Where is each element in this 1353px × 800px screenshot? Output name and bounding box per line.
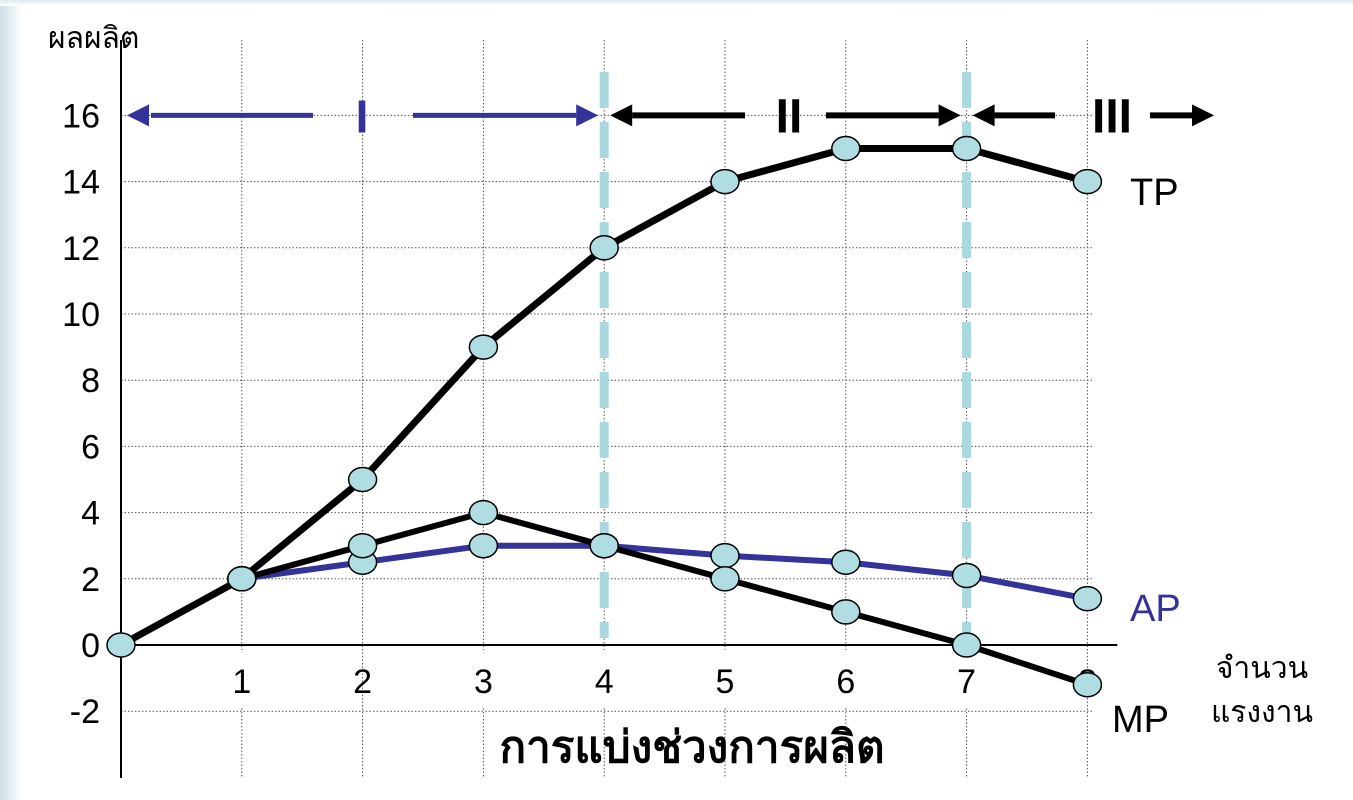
stage-arrow-head bbox=[1192, 104, 1214, 127]
data-point-ap bbox=[710, 542, 740, 569]
y-tick-label: 16 bbox=[62, 97, 100, 135]
x-tick-label: 5 bbox=[716, 663, 735, 701]
data-point-ap bbox=[831, 549, 861, 575]
stage-label: II bbox=[776, 90, 803, 143]
x-tick-label: 6 bbox=[836, 663, 855, 701]
data-point-mp bbox=[468, 499, 499, 526]
y-tick-label: 14 bbox=[62, 164, 100, 202]
y-tick-label: 8 bbox=[81, 362, 100, 400]
x-axis-label-line2: แรงงาน bbox=[1211, 695, 1313, 730]
series-label: AP bbox=[1130, 588, 1181, 630]
y-tick-label: 2 bbox=[81, 561, 100, 599]
x-tick-backing bbox=[124, 650, 359, 708]
y-axis-label: ผลผลิต bbox=[48, 21, 139, 56]
x-tick-backing bbox=[376, 650, 1004, 708]
data-point-tp bbox=[710, 168, 740, 195]
stage-arrow-head bbox=[938, 104, 961, 127]
y-tick-label: 12 bbox=[62, 230, 100, 268]
data-point-mp bbox=[831, 599, 861, 625]
x-tick-label: 7 bbox=[957, 663, 976, 701]
slide-top-strip bbox=[0, 0, 1353, 6]
series-label: TP bbox=[1130, 172, 1179, 214]
stage-arrow-head bbox=[972, 104, 995, 127]
data-point-mp bbox=[1072, 671, 1103, 698]
data-point-ap bbox=[951, 562, 982, 589]
x-tick-label: 4 bbox=[595, 663, 614, 701]
y-tick-label: 4 bbox=[81, 495, 100, 533]
data-point-ap bbox=[1072, 585, 1103, 612]
series-line-mp bbox=[241, 509, 1089, 688]
data-point-mp bbox=[227, 566, 257, 592]
stage-label: I bbox=[356, 90, 369, 142]
x-tick-label: 1 bbox=[232, 663, 251, 701]
chart-title: การแบ่งช่วงการผลิต bbox=[499, 722, 884, 773]
series-label: MP bbox=[1112, 699, 1169, 741]
stage-arrow-head bbox=[127, 104, 149, 127]
stage-arrow-head bbox=[576, 104, 599, 127]
data-point-mp bbox=[589, 532, 619, 559]
series-line-ap bbox=[241, 542, 1088, 602]
data-point-ap bbox=[468, 532, 499, 559]
data-point-tp bbox=[347, 466, 378, 493]
data-point-tp bbox=[106, 632, 136, 658]
data-point-tp bbox=[589, 235, 619, 261]
y-tick-label: 0 bbox=[81, 627, 100, 665]
stage-arrow-head bbox=[610, 104, 633, 127]
x-tick-label: 3 bbox=[474, 663, 493, 701]
y-tick-label: -2 bbox=[70, 693, 100, 731]
x-tick-label: 2 bbox=[353, 663, 372, 701]
stage-label: III bbox=[1092, 90, 1132, 143]
data-point-tp bbox=[831, 135, 861, 162]
data-point-mp bbox=[951, 632, 982, 658]
data-point-mp bbox=[710, 566, 740, 592]
y-tick-label: 10 bbox=[62, 296, 100, 334]
data-point-tp bbox=[951, 135, 982, 162]
data-point-tp bbox=[1072, 168, 1103, 195]
data-point-mp bbox=[347, 532, 378, 559]
x-axis-label-line1: จำนวน bbox=[1216, 651, 1308, 686]
y-tick-label: 6 bbox=[81, 428, 100, 466]
data-point-tp bbox=[468, 334, 499, 360]
